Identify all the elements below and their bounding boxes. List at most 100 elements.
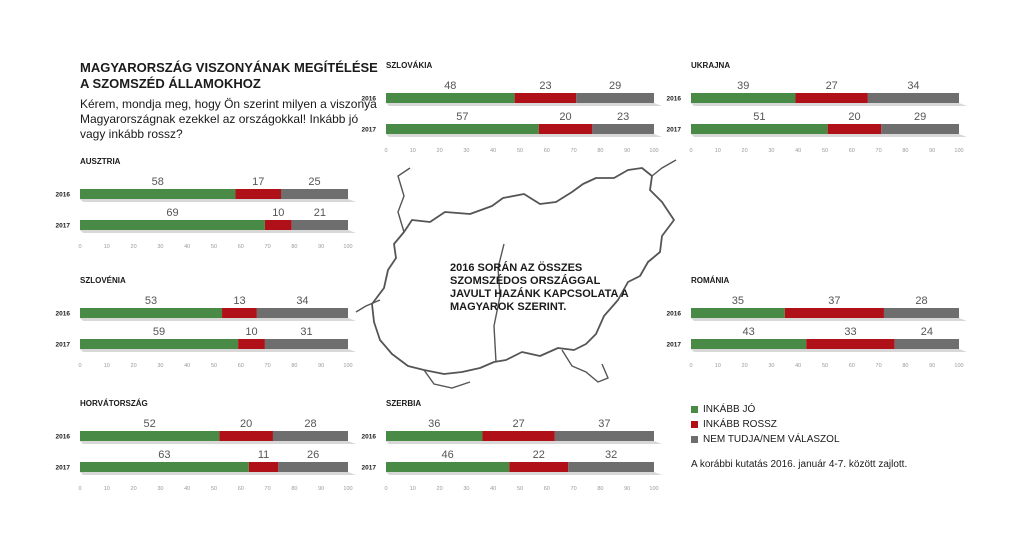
bar-segment-good	[80, 339, 239, 349]
x-tick-label: 0	[384, 486, 387, 492]
bar-segment-good	[386, 93, 515, 103]
chart-title: AUSZTRIA	[80, 157, 121, 166]
data-label: 43	[742, 326, 754, 338]
x-tick-label: 70	[571, 148, 577, 154]
x-tick-label: 40	[795, 148, 801, 154]
x-tick-label: 10	[715, 363, 721, 369]
x-tick-label: 40	[490, 148, 496, 154]
bar-segment-good	[80, 308, 223, 318]
bar-segment-bad	[235, 189, 281, 199]
bar-segment-dontknow	[272, 431, 348, 441]
bar-segment-dontknow	[894, 339, 959, 349]
x-tick-label: 30	[768, 363, 774, 369]
year-label: 2017	[667, 127, 682, 134]
x-tick-label: 40	[795, 363, 801, 369]
data-label: 46	[442, 449, 454, 461]
chart-title: SZLOVÁKIA	[386, 61, 432, 70]
x-tick-label: 90	[318, 363, 324, 369]
chart-serbia: SZERBIA 2016 36 27 37 2017 46 22 32 0 10 20 30 40 50 60…	[358, 397, 662, 492]
data-label: 32	[605, 449, 617, 461]
bar-segment-good	[386, 124, 539, 134]
x-tick-label: 80	[902, 363, 908, 369]
data-label: 69	[166, 207, 178, 219]
bar-segment-bad	[482, 431, 555, 441]
x-tick-label: 20	[131, 244, 137, 250]
x-tick-label: 50	[822, 363, 828, 369]
bar-segment-bad	[784, 308, 884, 318]
x-tick-label: 20	[742, 363, 748, 369]
legend-item-dontknow: NEM TUDJA/NEM VÁLASZOL	[691, 432, 840, 446]
data-label: 34	[907, 80, 919, 92]
x-tick-label: 40	[184, 363, 190, 369]
bar-segment-good	[80, 189, 236, 199]
year-label: 2016	[667, 311, 682, 318]
data-label: 52	[144, 418, 156, 430]
data-label: 26	[307, 449, 319, 461]
x-tick-label: 60	[238, 244, 244, 250]
chart-svg: SZERBIA 2016 36 27 37 2017 46 22 32 0 10 20 30 40 50 60…	[362, 399, 662, 492]
data-label: 27	[826, 80, 838, 92]
x-tick-label: 70	[876, 363, 882, 369]
x-tick-label: 90	[318, 486, 324, 492]
year-label: 2016	[362, 434, 377, 441]
x-tick-label: 100	[954, 363, 963, 369]
data-label: 37	[598, 418, 610, 430]
center-note: 2016 SORÁN AZ ÖSSZES SZOMSZÉDOS ORSZÁGGA…	[450, 262, 629, 313]
year-label: 2016	[56, 192, 71, 199]
bar-shadow	[691, 134, 967, 137]
x-tick-label: 50	[211, 486, 217, 492]
x-tick-label: 50	[822, 148, 828, 154]
page-title: MAGYARORSZÁG VISZONYÁNAK MEGÍTÉLÉSE A SZ…	[80, 60, 378, 91]
bar-shadow	[80, 441, 356, 444]
data-label: 48	[444, 80, 456, 92]
bar-segment-dontknow	[264, 339, 348, 349]
x-tick-label: 80	[597, 148, 603, 154]
x-tick-label: 80	[291, 363, 297, 369]
data-label: 51	[753, 111, 765, 123]
x-tick-label: 0	[689, 363, 692, 369]
x-tick-label: 50	[517, 486, 523, 492]
data-label: 10	[272, 207, 284, 219]
data-label: 58	[152, 176, 164, 188]
x-tick-label: 60	[238, 486, 244, 492]
x-tick-label: 90	[318, 244, 324, 250]
tisza-river	[561, 159, 677, 383]
bar-shadow	[80, 318, 356, 321]
data-label: 28	[304, 418, 316, 430]
x-tick-label: 90	[624, 486, 630, 492]
x-tick-label: 60	[544, 148, 550, 154]
x-tick-label: 30	[157, 363, 163, 369]
x-tick-label: 50	[211, 363, 217, 369]
bar-shadow	[386, 134, 662, 137]
x-tick-label: 80	[902, 148, 908, 154]
data-label: 13	[233, 295, 245, 307]
x-tick-label: 0	[78, 486, 81, 492]
bar-segment-good	[80, 431, 220, 441]
x-tick-label: 10	[104, 486, 110, 492]
bar-segment-good	[386, 462, 510, 472]
bar-segment-bad	[222, 308, 257, 318]
x-tick-label: 60	[238, 363, 244, 369]
footnote: A korábbi kutatás 2016. január 4-7. közö…	[691, 459, 908, 470]
x-tick-label: 70	[265, 486, 271, 492]
data-label: 29	[914, 111, 926, 123]
data-label: 37	[828, 295, 840, 307]
x-tick-label: 30	[768, 148, 774, 154]
bar-segment-good	[80, 462, 249, 472]
x-tick-label: 30	[463, 486, 469, 492]
bar-segment-dontknow	[576, 93, 654, 103]
x-tick-label: 80	[597, 486, 603, 492]
data-label: 39	[737, 80, 749, 92]
x-tick-label: 50	[517, 148, 523, 154]
bar-segment-dontknow	[881, 124, 959, 134]
year-label: 2017	[667, 342, 682, 349]
bar-segment-good	[691, 93, 796, 103]
chart-ukraine: UKRAJNA 2016 39 27 34 2017 51 20 29 0 10 20 30 40 50 60…	[663, 59, 967, 154]
data-label: 21	[314, 207, 326, 219]
chart-svg: ROMÁNIA 2016 35 37 28 2017 43 33 24 0 10 20 30 40 50 60…	[667, 276, 967, 369]
data-label: 22	[533, 449, 545, 461]
bar-segment-good	[691, 308, 785, 318]
year-label: 2016	[56, 434, 71, 441]
bar-shadow	[80, 230, 356, 233]
bar-shadow	[691, 103, 967, 106]
